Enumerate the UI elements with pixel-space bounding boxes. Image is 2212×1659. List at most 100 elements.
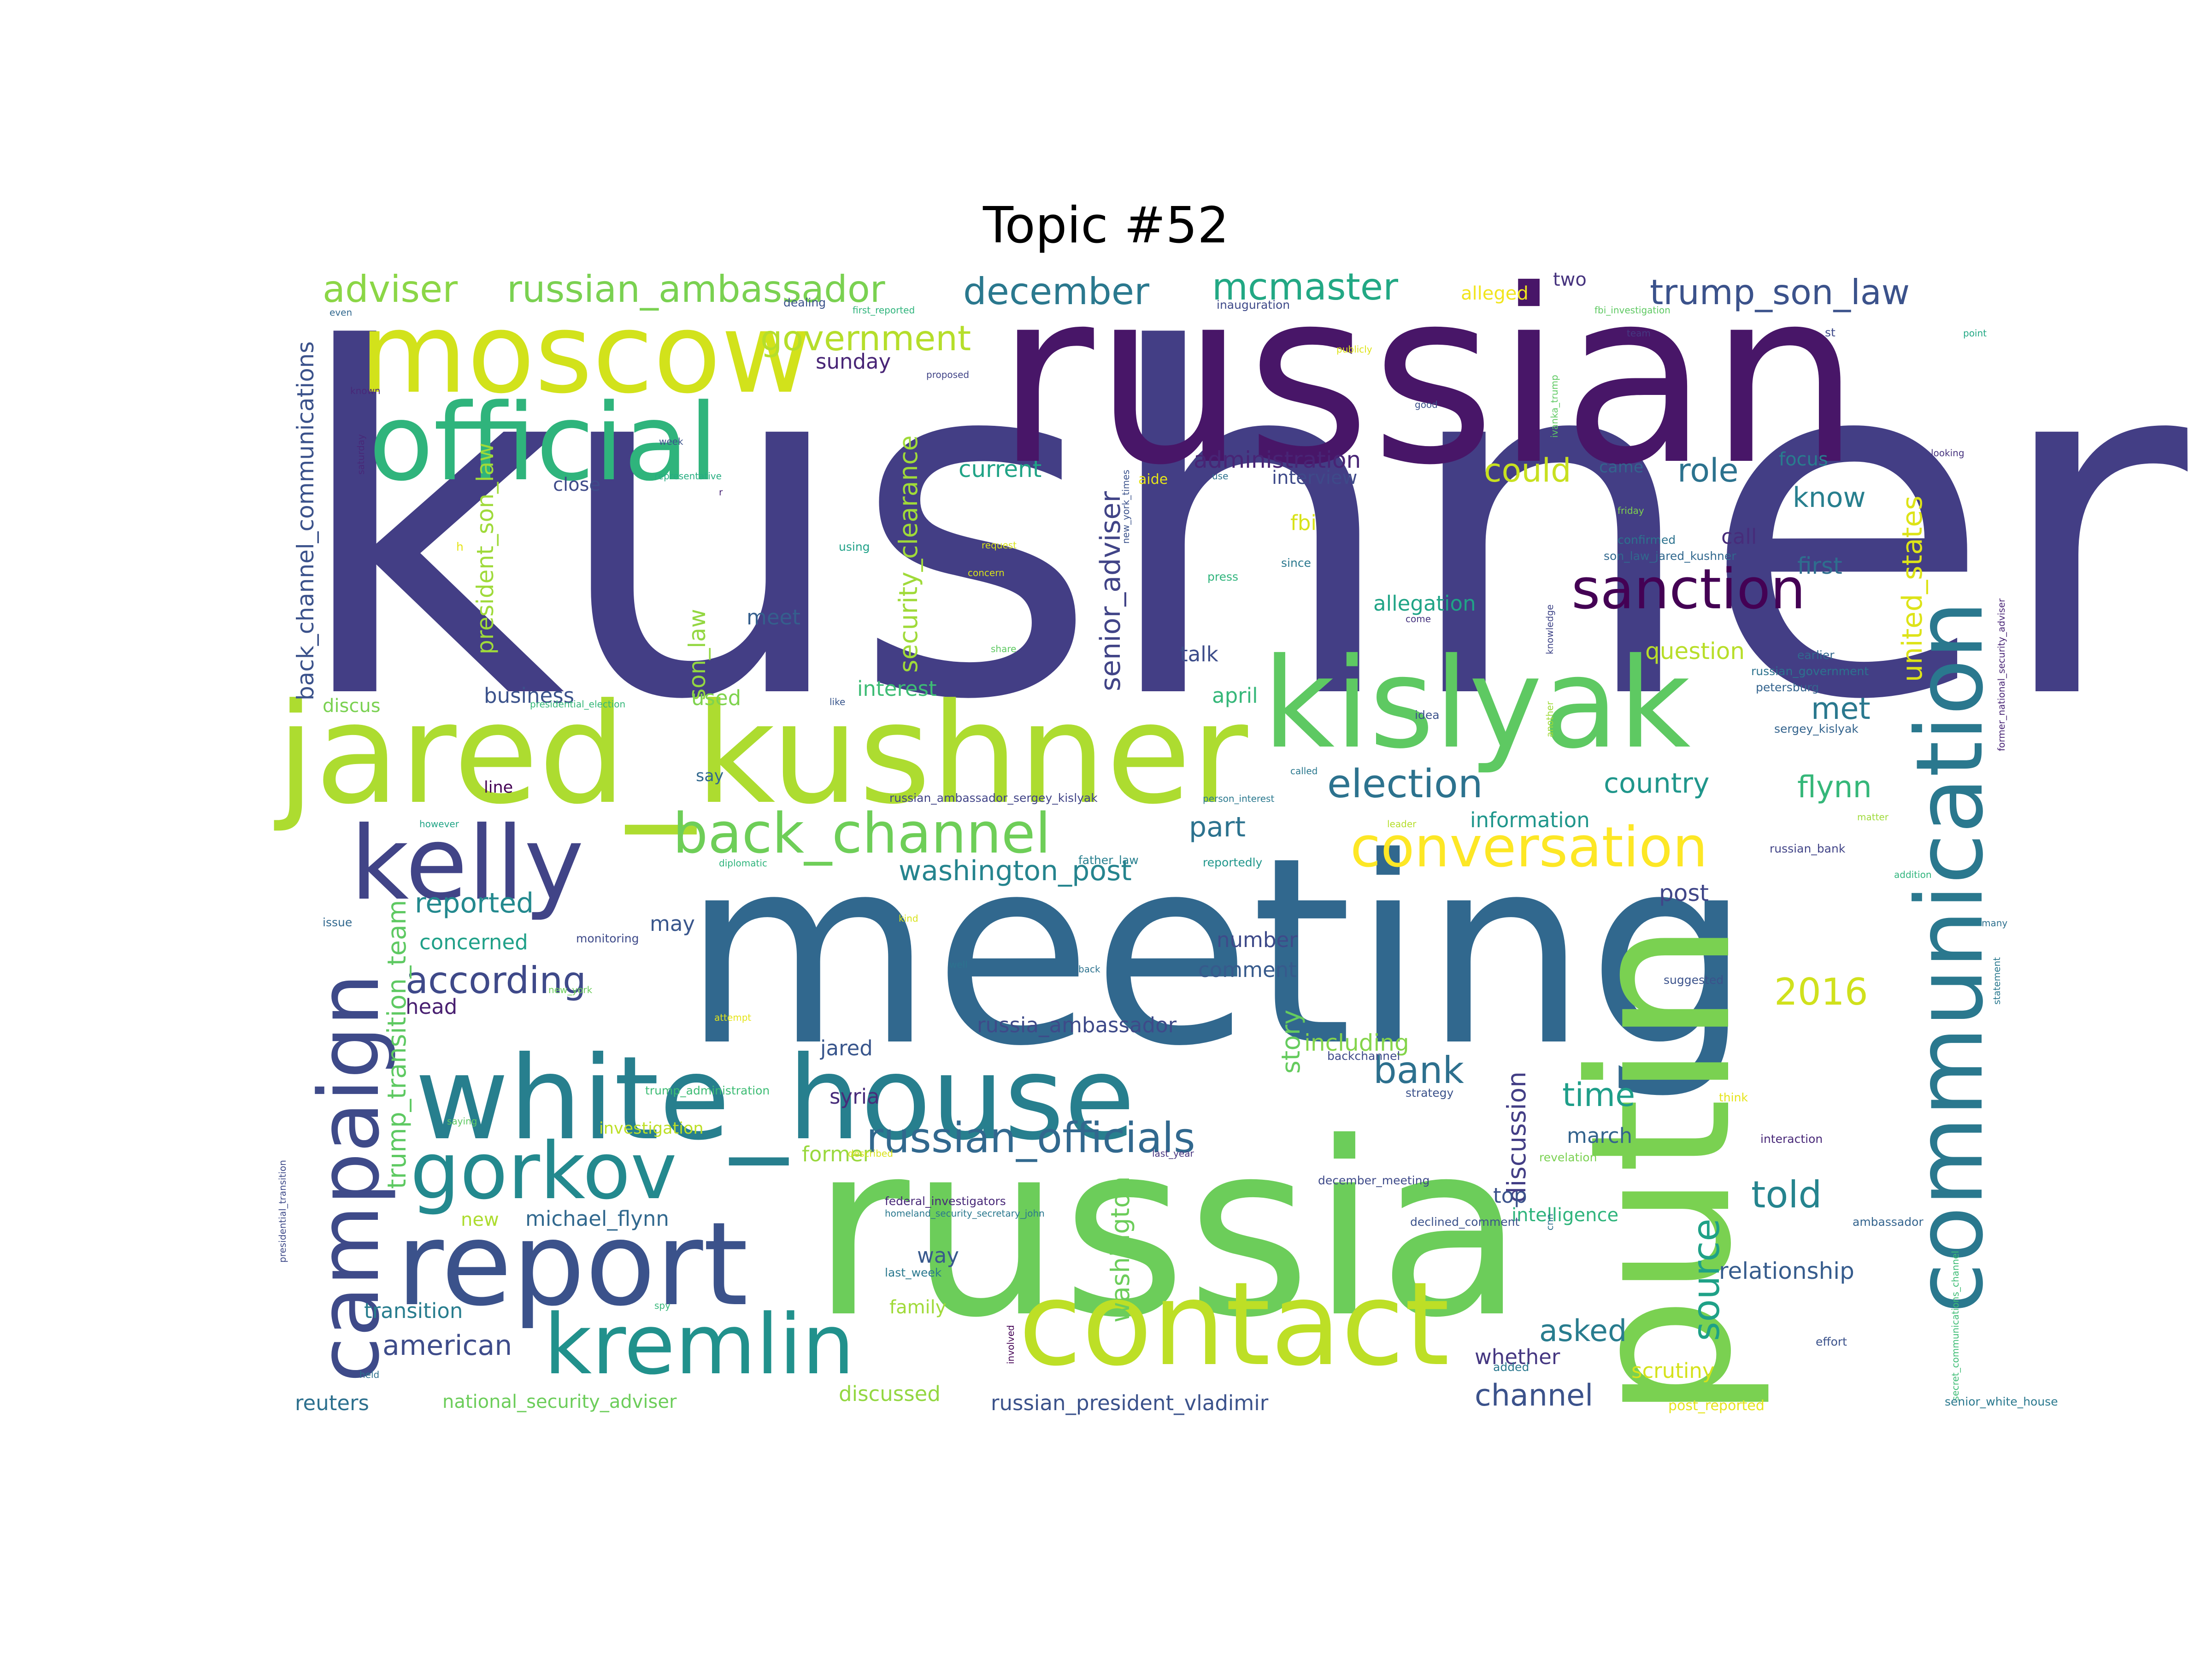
cloud-word: point <box>1963 328 1987 339</box>
cloud-word: american <box>382 1330 512 1362</box>
cloud-word: current <box>959 456 1041 482</box>
cloud-word: even <box>329 307 352 318</box>
cloud-word: st <box>1825 326 1835 339</box>
cloud-word: line <box>484 778 513 797</box>
cloud-word: talk <box>1180 642 1218 666</box>
cloud-word: leader <box>1387 818 1417 830</box>
cloud-word: father_law <box>1078 853 1139 867</box>
cloud-word: information <box>1470 808 1590 832</box>
cloud-word: since <box>1281 556 1311 570</box>
cloud-word: moscow <box>359 289 812 418</box>
cloud-word: russian_officials <box>866 1114 1195 1162</box>
cloud-word: post_reported <box>1668 1398 1765 1414</box>
cloud-word: election <box>1327 761 1483 807</box>
cloud-word: monitoring <box>576 932 639 945</box>
cloud-word: representative <box>654 471 722 482</box>
cloud-word: reportedly <box>1203 856 1263 869</box>
cloud-word: sanction <box>1571 558 1806 622</box>
cloud-word: mcmaster <box>1212 265 1398 308</box>
cloud-word: april <box>1212 683 1258 708</box>
cloud-word: came <box>1599 458 1643 477</box>
cloud-word: may <box>650 912 695 936</box>
cloud-word: transition <box>364 1299 463 1323</box>
cloud-word: bank <box>1373 1049 1465 1092</box>
cloud-word: comment <box>1198 958 1297 982</box>
cloud-word: aide <box>1138 471 1168 488</box>
cloud-word: report <box>396 1197 748 1331</box>
cloud-word: think <box>1719 1091 1748 1104</box>
cloud-word: senior_adviser <box>1094 491 1127 691</box>
cloud-word: intelligence <box>1512 1205 1618 1226</box>
cloud-word: security_clearance <box>894 435 923 673</box>
cloud-word: country <box>1604 767 1709 800</box>
cloud-word: meet <box>747 605 800 629</box>
cloud-word: new_york_times <box>1120 470 1131 544</box>
cloud-word: kushner <box>290 251 2193 803</box>
cloud-word: scrutiny <box>1631 1359 1715 1383</box>
cloud-word: h <box>456 540 464 553</box>
cloud-word: time <box>1562 1076 1635 1114</box>
cloud-word: request <box>982 540 1017 551</box>
cloud-word: part <box>1189 811 1246 843</box>
cloud-word: interest <box>857 677 937 701</box>
cloud-word: statement <box>1991 957 2002 1005</box>
cloud-word: top <box>1493 1183 1527 1208</box>
cloud-word: attempt <box>714 1012 751 1023</box>
cloud-word: washington_post <box>899 855 1132 887</box>
cloud-word: looking <box>1931 447 1965 459</box>
cloud-word: former_national_security_adviser <box>1996 598 2007 751</box>
cloud-word: confirmed <box>1618 533 1676 547</box>
cloud-word: conversation <box>1350 816 1708 880</box>
cloud-word: story <box>1276 1010 1306 1074</box>
cloud-word: trump_administration <box>645 1084 770 1097</box>
cloud-word: last_week <box>885 1266 942 1279</box>
cloud-word: new <box>461 1209 499 1230</box>
cloud-word: back <box>1078 964 1100 975</box>
cloud-word: washington <box>1106 1177 1135 1323</box>
cloud-word: share <box>991 643 1016 654</box>
cloud-word: question <box>1645 638 1745 665</box>
cloud-word: however <box>419 818 459 830</box>
cloud-word: told <box>1751 1173 1822 1216</box>
cloud-word: knowledge <box>1544 605 1555 654</box>
cloud-word: contact <box>1018 1257 1450 1391</box>
cloud-word: held <box>359 1369 379 1380</box>
cloud-word: r <box>719 487 723 498</box>
cloud-word: come <box>1406 613 1431 624</box>
cloud-word: two <box>1553 269 1587 290</box>
cloud-word: family <box>889 1297 946 1318</box>
cloud-word: ambassador <box>1853 1215 1924 1229</box>
cloud-word: team <box>1627 328 1651 339</box>
cloud-word: according <box>406 959 586 1002</box>
cloud-word: son_law_jared_kushner <box>1604 549 1736 563</box>
cloud-word: suggested <box>1664 973 1724 987</box>
cloud-word: focus <box>1779 449 1828 470</box>
cloud-word: investigation <box>599 1119 704 1138</box>
cloud-word: another <box>1544 701 1555 737</box>
cloud-word: press <box>1207 570 1238 583</box>
cloud-word: campaign <box>301 973 398 1382</box>
cloud-word: russian_ambassador_sergey_kislyak <box>889 791 1098 805</box>
cloud-word: michael_flynn <box>525 1206 669 1231</box>
cloud-word: concern <box>968 567 1005 578</box>
cloud-word: presidential_transition <box>277 1160 288 1263</box>
cloud-word: ivanka_trump <box>1549 375 1560 438</box>
cloud-word: trump_son_law <box>1650 272 1910 312</box>
cloud-word: week <box>659 436 683 447</box>
cloud-word: good <box>1415 399 1438 410</box>
cloud-word: senior_white_house <box>1945 1395 2058 1408</box>
cloud-word: revelation <box>1539 1151 1597 1164</box>
cloud-word: alleged <box>1461 283 1529 304</box>
cloud-word: well <box>949 959 968 970</box>
cloud-word: meeting <box>682 802 1751 1103</box>
cloud-word: adviser <box>323 268 458 311</box>
cloud-word: addition <box>1894 869 1932 880</box>
cloud-word: concerned <box>419 930 528 954</box>
cloud-word: gorkov <box>410 1126 677 1217</box>
cloud-word: cnn <box>1544 1214 1555 1230</box>
cloud-word: russian_bank <box>1770 842 1846 855</box>
cloud-word: allegation <box>1373 591 1476 616</box>
cloud-word: first <box>1797 553 1842 579</box>
